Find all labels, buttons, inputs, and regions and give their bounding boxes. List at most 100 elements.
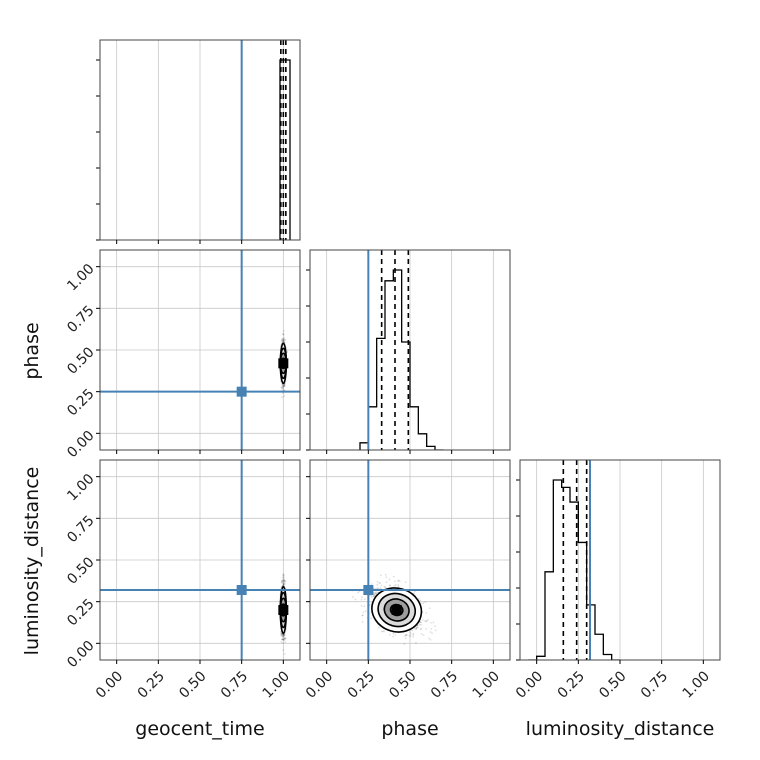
sample-point — [283, 581, 286, 583]
sample-point — [392, 632, 395, 635]
sample-point — [430, 621, 432, 624]
sample-point — [281, 388, 284, 391]
sample-point — [411, 629, 414, 632]
sample-point — [360, 604, 363, 607]
histogram-geocent_time — [279, 59, 291, 240]
sample-point — [361, 614, 364, 617]
x-tick-label: 0.75 — [428, 668, 461, 701]
truth-marker — [236, 585, 247, 595]
sample-point — [419, 628, 422, 631]
sample-point — [281, 576, 284, 579]
sample-point — [283, 583, 285, 586]
sample-point — [281, 579, 284, 582]
sample-point — [415, 626, 418, 629]
sample-point — [417, 626, 419, 629]
sample-point — [397, 579, 400, 582]
sample-point — [392, 635, 395, 638]
sample-point — [281, 338, 283, 341]
sample-point — [283, 653, 286, 655]
sample-point — [281, 638, 284, 641]
sample-point — [283, 579, 286, 582]
panel-content — [240, 40, 291, 240]
x-tick-label: 0.25 — [555, 668, 588, 701]
sample-point — [424, 601, 427, 603]
sample-point — [414, 628, 417, 631]
sample-point — [282, 384, 285, 387]
sample-point — [281, 635, 284, 638]
sample-point — [377, 626, 380, 629]
panel-content — [310, 460, 510, 660]
sample-point — [373, 593, 376, 596]
sample-point — [281, 638, 284, 641]
sample-point — [403, 643, 406, 646]
x-tick-label: 0.00 — [303, 668, 336, 701]
sample-point — [282, 339, 285, 342]
sample-point — [394, 634, 397, 636]
sample-point — [282, 633, 284, 636]
x-tick-label: 0.50 — [386, 668, 419, 701]
sample-point — [283, 639, 285, 641]
sample-point — [283, 637, 286, 640]
sample-point — [283, 384, 286, 386]
sample-point — [419, 621, 422, 624]
sample-point — [282, 635, 285, 638]
sample-point — [382, 630, 384, 633]
sample-point — [371, 596, 373, 599]
sample-point — [282, 634, 285, 636]
sample-point — [434, 629, 437, 632]
sample-point — [379, 587, 382, 590]
x-tick-label: 0.75 — [638, 668, 671, 701]
sample-point — [284, 339, 286, 342]
sample-point — [283, 385, 286, 387]
sample-point — [360, 598, 363, 601]
sample-point — [282, 573, 284, 576]
y-tick-label: 0.75 — [64, 513, 97, 546]
sample-point — [282, 649, 285, 652]
sample-point — [282, 578, 285, 581]
sample-point — [283, 573, 286, 576]
sample-point — [370, 617, 373, 620]
sample-point — [422, 602, 425, 605]
x-tick-label: 1.00 — [470, 668, 503, 701]
sample-point — [280, 632, 283, 635]
sample-point — [384, 587, 387, 589]
y-tick-label: 0.75 — [64, 303, 97, 336]
sample-point — [281, 582, 284, 584]
sample-point — [281, 638, 284, 641]
sample-point — [425, 628, 428, 630]
sample-point — [374, 592, 377, 595]
sample-point — [415, 626, 418, 629]
sample-point — [388, 633, 391, 636]
sample-point — [280, 579, 283, 582]
sample-point — [412, 634, 415, 636]
sample-point — [420, 621, 423, 624]
x-axis-label-phase: phase — [381, 718, 438, 740]
sample-point — [281, 638, 283, 641]
sample-point — [281, 396, 283, 399]
sample-point — [412, 632, 415, 635]
sample-point — [405, 634, 408, 637]
sample-point — [280, 340, 283, 342]
sample-point — [370, 594, 373, 597]
grid-lines — [100, 250, 300, 450]
sample-point — [429, 638, 432, 641]
sample-point — [283, 633, 285, 636]
panel-content — [100, 460, 300, 660]
sample-point — [394, 583, 397, 586]
sample-point — [283, 337, 286, 339]
panel-luminosity_distance-geocent_time: 0.00 0.25 0.50 0.75 1.000.000.250.500.751.00 — [64, 459, 301, 702]
sample-point — [282, 329, 285, 332]
x-tick-label: 0.00 — [93, 668, 126, 701]
sample-point — [354, 598, 357, 601]
y-axis-label-luminosity-distance: luminosity_distance — [21, 467, 43, 656]
sample-point — [425, 612, 428, 614]
sample-point — [420, 627, 423, 630]
sample-point — [404, 637, 407, 640]
y-tick-label: 0.00 — [64, 428, 97, 461]
x-tick-label: 0.25 — [345, 668, 378, 701]
sample-point — [282, 574, 285, 577]
y-tick-label: 0.50 — [64, 344, 97, 377]
sample-point — [376, 587, 379, 590]
sample-point — [282, 583, 285, 586]
